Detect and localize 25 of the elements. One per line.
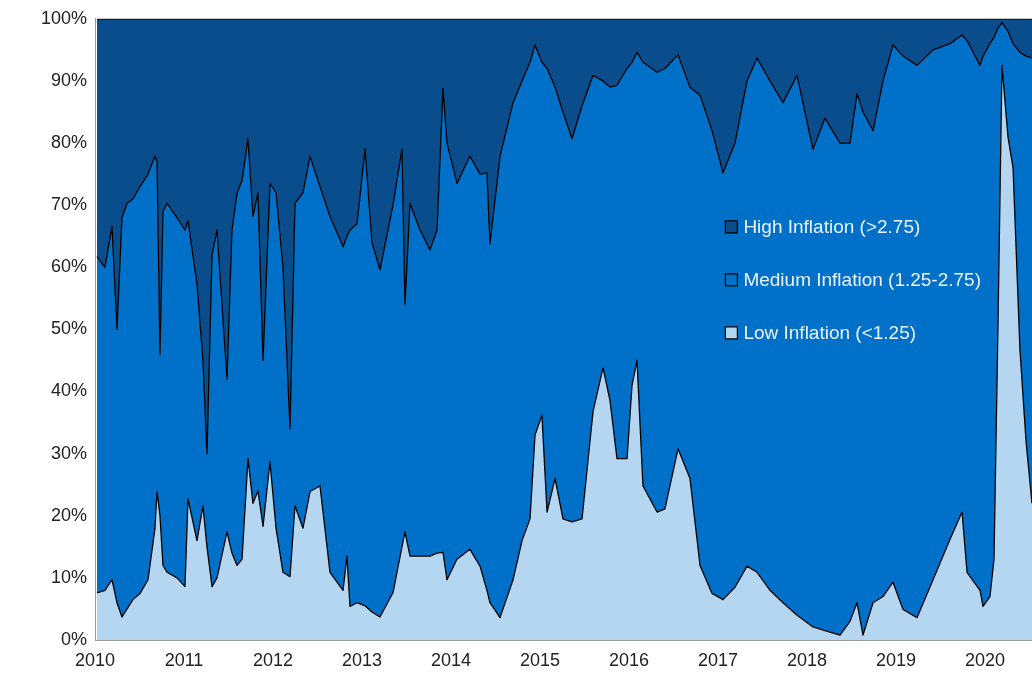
x-tick-label: 2020	[964, 649, 1006, 670]
x-tick-label: 2013	[341, 649, 383, 670]
x-tick-label: 2010	[74, 649, 116, 670]
x-tick-label: 2019	[875, 649, 917, 670]
y-tick-label: 80%	[50, 132, 87, 153]
y-tick-label: 90%	[50, 69, 87, 90]
series-label: Medium Inflation (1.25-2.75)	[743, 269, 981, 291]
x-tick-label: 2015	[519, 649, 561, 670]
x-tick-label: 2016	[608, 649, 650, 670]
x-tick-label: 2017	[697, 649, 739, 670]
series-label: High Inflation (>2.75)	[743, 216, 921, 238]
legend-label: Low Inflation (<1.25)	[743, 322, 917, 344]
y-tick-label: 40%	[50, 380, 87, 401]
x-tick-label: 2012	[252, 649, 294, 670]
y-tick-label: 30%	[50, 442, 87, 463]
x-tick-label: 2018	[786, 649, 828, 670]
y-tick-label: 60%	[50, 256, 87, 277]
y-tick-label: 10%	[50, 566, 87, 587]
y-tick-label: 50%	[50, 318, 87, 339]
y-tick-label: 0%	[60, 628, 87, 649]
y-tick-label: 70%	[50, 194, 87, 215]
y-tick-label: 20%	[50, 504, 87, 525]
y-tick-label: 100%	[40, 7, 87, 28]
x-tick-label: 2011	[164, 649, 204, 670]
x-tick-label: 2014	[430, 649, 472, 670]
